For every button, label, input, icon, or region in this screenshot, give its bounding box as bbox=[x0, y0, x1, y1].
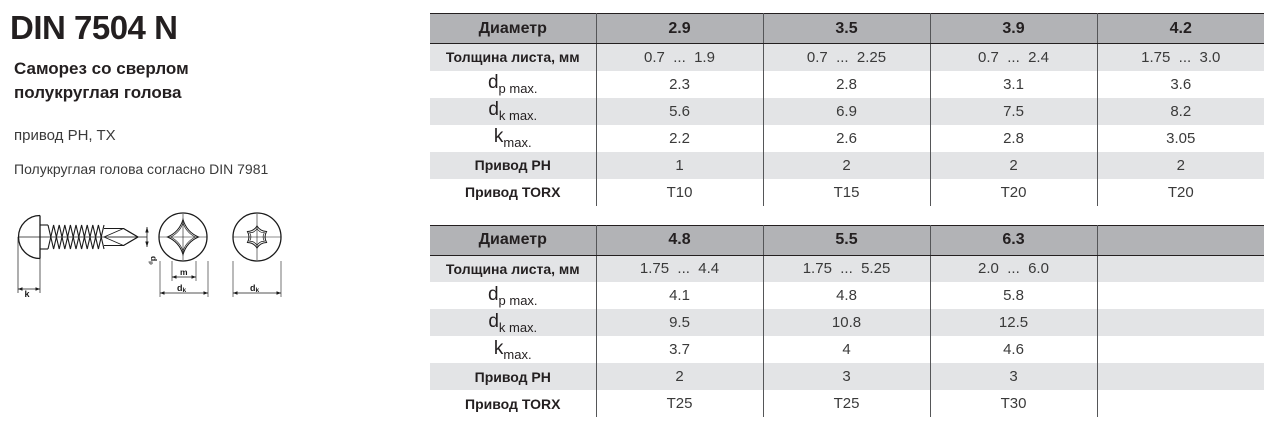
svg-text:m: m bbox=[180, 267, 188, 277]
svg-text:dp: dp bbox=[148, 256, 159, 265]
svg-text:dk: dk bbox=[250, 283, 260, 294]
svg-text:dk: dk bbox=[177, 283, 187, 294]
svg-text:k: k bbox=[25, 289, 31, 299]
